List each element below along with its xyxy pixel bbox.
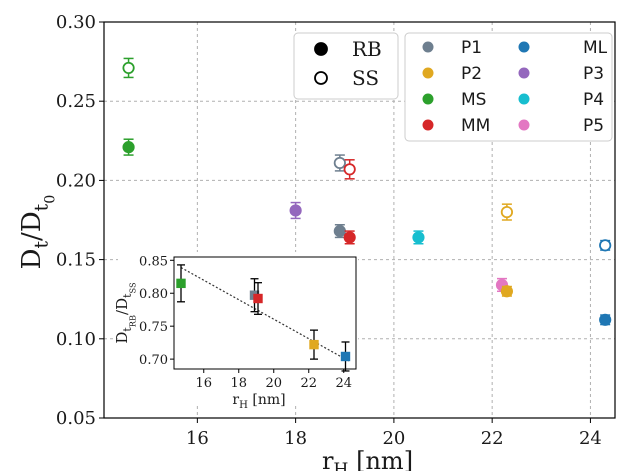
- x-axis-label: rH [nm]: [322, 447, 413, 471]
- main-data-points: [122, 57, 612, 326]
- legend-label-p3: P3: [583, 64, 604, 84]
- inset-x-tick-label: 20: [265, 376, 282, 391]
- legend-marker-ms: [422, 93, 434, 105]
- inset-chart: 16 18 20 22 24 0.70 0.75 0.80 0.85 rH [nm] DtRB/Dt…: [113, 252, 358, 411]
- data-point-mm-rb: [343, 231, 356, 244]
- x-tick-label: 16: [186, 428, 209, 449]
- data-point-ms-rb: [122, 141, 135, 154]
- color-legend-box: [404, 32, 613, 142]
- inset-x-axis-label: rH [nm]: [232, 392, 285, 411]
- y-axis-label: Dt/Dt0: [17, 195, 59, 270]
- data-point-p2-ss: [500, 205, 514, 219]
- x-tick-label: 22: [481, 428, 504, 449]
- data-point-mm-ss: [343, 163, 356, 176]
- inset-x-tick-label: 24: [335, 376, 352, 391]
- inset-y-tick-label: 0.85: [139, 254, 168, 269]
- legend-label-ss: SS: [352, 66, 379, 90]
- data-point-ms-ss: [122, 61, 135, 75]
- color-legend: P1 ML P2 P3 MS P4 MM P5: [404, 32, 613, 142]
- main-x-ticks: 16 18 20 22 24: [186, 418, 602, 449]
- legend-marker-ml: [518, 41, 530, 53]
- marker-legend: RB SS: [293, 32, 399, 100]
- inset-point-p2: [309, 339, 319, 350]
- legend-label-p5: P5: [583, 116, 604, 136]
- data-point-p1-ss: [333, 156, 346, 170]
- legend-label-ml: ML: [583, 38, 608, 58]
- legend-label-p1: P1: [461, 38, 482, 58]
- legend-marker-mm: [422, 119, 434, 131]
- inset-y-axis-label: DtRB/DtSS: [113, 282, 137, 344]
- x-tick-label: 18: [284, 428, 307, 449]
- y-tick-label: 0.05: [56, 408, 96, 429]
- inset-point-ms: [176, 278, 186, 289]
- y-tick-label: 0.10: [56, 329, 96, 350]
- inset-y-tick-label: 0.70: [139, 353, 168, 368]
- inset-point-mm: [253, 293, 263, 304]
- inset-x-tick-label: 22: [300, 376, 317, 391]
- inset-plot-frame: [173, 256, 357, 370]
- inset-x-tick-label: 16: [195, 376, 212, 391]
- legend-marker-p2: [422, 67, 434, 79]
- data-point-p4-rb: [412, 231, 425, 244]
- y-tick-label: 0.30: [56, 12, 96, 33]
- legend-marker-rb: [314, 42, 328, 56]
- x-tick-label: 24: [579, 428, 602, 449]
- data-point-p3-rb: [289, 204, 302, 217]
- inset-point-ml: [340, 351, 351, 362]
- y-tick-label: 0.15: [56, 250, 96, 271]
- legend-label-ms: MS: [461, 90, 486, 110]
- inset-x-tick-label: 18: [230, 376, 247, 391]
- legend-label-p2: P2: [461, 64, 482, 84]
- data-point-p1-rb: [333, 224, 346, 238]
- data-point-ml-rb: [599, 313, 612, 326]
- legend-marker-ss: [314, 71, 328, 85]
- inset-fit-line: [180, 267, 350, 362]
- y-tick-label: 0.20: [56, 170, 96, 191]
- x-tick-label: 20: [382, 428, 405, 449]
- legend-marker-p4: [518, 93, 530, 105]
- inset-y-tick-label: 0.75: [139, 320, 168, 335]
- legend-marker-p1: [422, 41, 434, 53]
- legend-marker-p5: [518, 119, 530, 131]
- legend-marker-p3: [518, 67, 530, 79]
- legend-label-rb: RB: [352, 37, 382, 61]
- legend-label-mm: MM: [461, 116, 490, 136]
- data-point-p2-rb: [500, 285, 514, 298]
- y-tick-label: 0.25: [56, 91, 96, 112]
- legend-label-p4: P4: [583, 90, 604, 110]
- marker-legend-box: [293, 32, 399, 100]
- main-y-ticks: 0.05 0.10 0.15 0.20 0.25 0.30: [56, 12, 104, 429]
- data-point-ml-ss: [599, 239, 612, 252]
- inset-y-tick-label: 0.80: [139, 287, 168, 302]
- main-plot-frame: [103, 21, 616, 419]
